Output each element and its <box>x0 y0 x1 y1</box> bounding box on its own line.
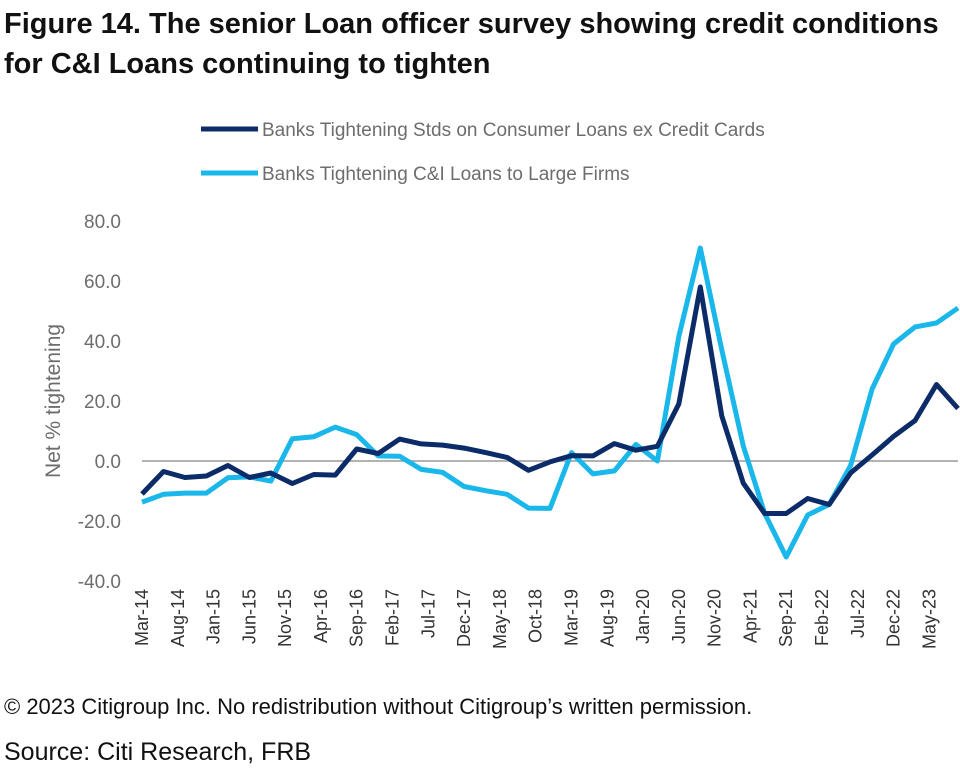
source-note: Source: Citi Research, FRB <box>4 738 312 766</box>
series-lines <box>140 245 960 560</box>
copyright-notice: © 2023 Citigroup Inc. No redistribution … <box>4 694 753 719</box>
x-tick-label: Jun-20 <box>669 589 689 644</box>
x-tick-label: Oct-18 <box>526 589 546 643</box>
y-tick-label: -20.0 <box>78 512 121 533</box>
legend: Banks Tightening Stds on Consumer Loans … <box>201 120 765 185</box>
y-tick-label: 60.0 <box>84 272 121 293</box>
x-axis: Mar-14 Aug-14 Jan-15 Jun-15 Nov-15 Apr-16 Sep-… <box>132 460 958 649</box>
x-tick-label: Jan-20 <box>633 589 653 644</box>
y-tick-label: 0.0 <box>95 452 121 473</box>
x-tick-label: May-23 <box>919 589 939 649</box>
y-axis: 80.0 60.0 40.0 20.0 0.0 -20.0 -40.0 <box>78 212 121 593</box>
x-tick-label: May-18 <box>490 589 510 649</box>
x-tick-label: Feb-22 <box>812 589 832 646</box>
x-tick-label: Sep-21 <box>776 589 796 647</box>
y-tick-label: -40.0 <box>78 572 121 593</box>
legend-label-1: Banks Tightening Stds on Consumer Loans … <box>262 120 765 141</box>
line-chart: Banks Tightening Stds on Consumer Loans … <box>42 120 960 649</box>
x-tick-label: Nov-20 <box>705 589 725 647</box>
x-tick-label: Dec-17 <box>454 589 474 647</box>
figure-title: Figure 14. The senior Loan officer surve… <box>4 8 939 80</box>
y-axis-title: Net % tightening <box>42 324 65 478</box>
x-tick-label: Mar-14 <box>132 589 152 646</box>
x-tick-label: Sep-16 <box>347 589 367 647</box>
x-tick-label: Jul-22 <box>848 589 868 638</box>
x-tick-label: Mar-19 <box>561 589 581 646</box>
x-tick-label: Feb-17 <box>383 589 403 646</box>
y-tick-label: 40.0 <box>84 332 121 353</box>
x-tick-label: Jun-15 <box>239 589 259 644</box>
x-tick-label: Dec-22 <box>884 589 904 647</box>
y-tick-label: 20.0 <box>84 392 121 413</box>
y-tick-label: 80.0 <box>84 212 121 233</box>
x-tick-label: Aug-14 <box>168 589 188 647</box>
x-tick-label: Apr-16 <box>311 589 331 643</box>
x-tick-label: Nov-15 <box>275 589 295 647</box>
legend-label-2: Banks Tightening C&I Loans to Large Firm… <box>262 164 630 185</box>
series-line-1 <box>140 284 960 516</box>
x-tick-label: Apr-21 <box>740 589 760 643</box>
x-tick-label: Jul-17 <box>418 589 438 638</box>
x-tick-label: Jan-15 <box>204 589 224 644</box>
x-tick-label: Aug-19 <box>597 589 617 647</box>
series-line-2 <box>141 245 960 560</box>
